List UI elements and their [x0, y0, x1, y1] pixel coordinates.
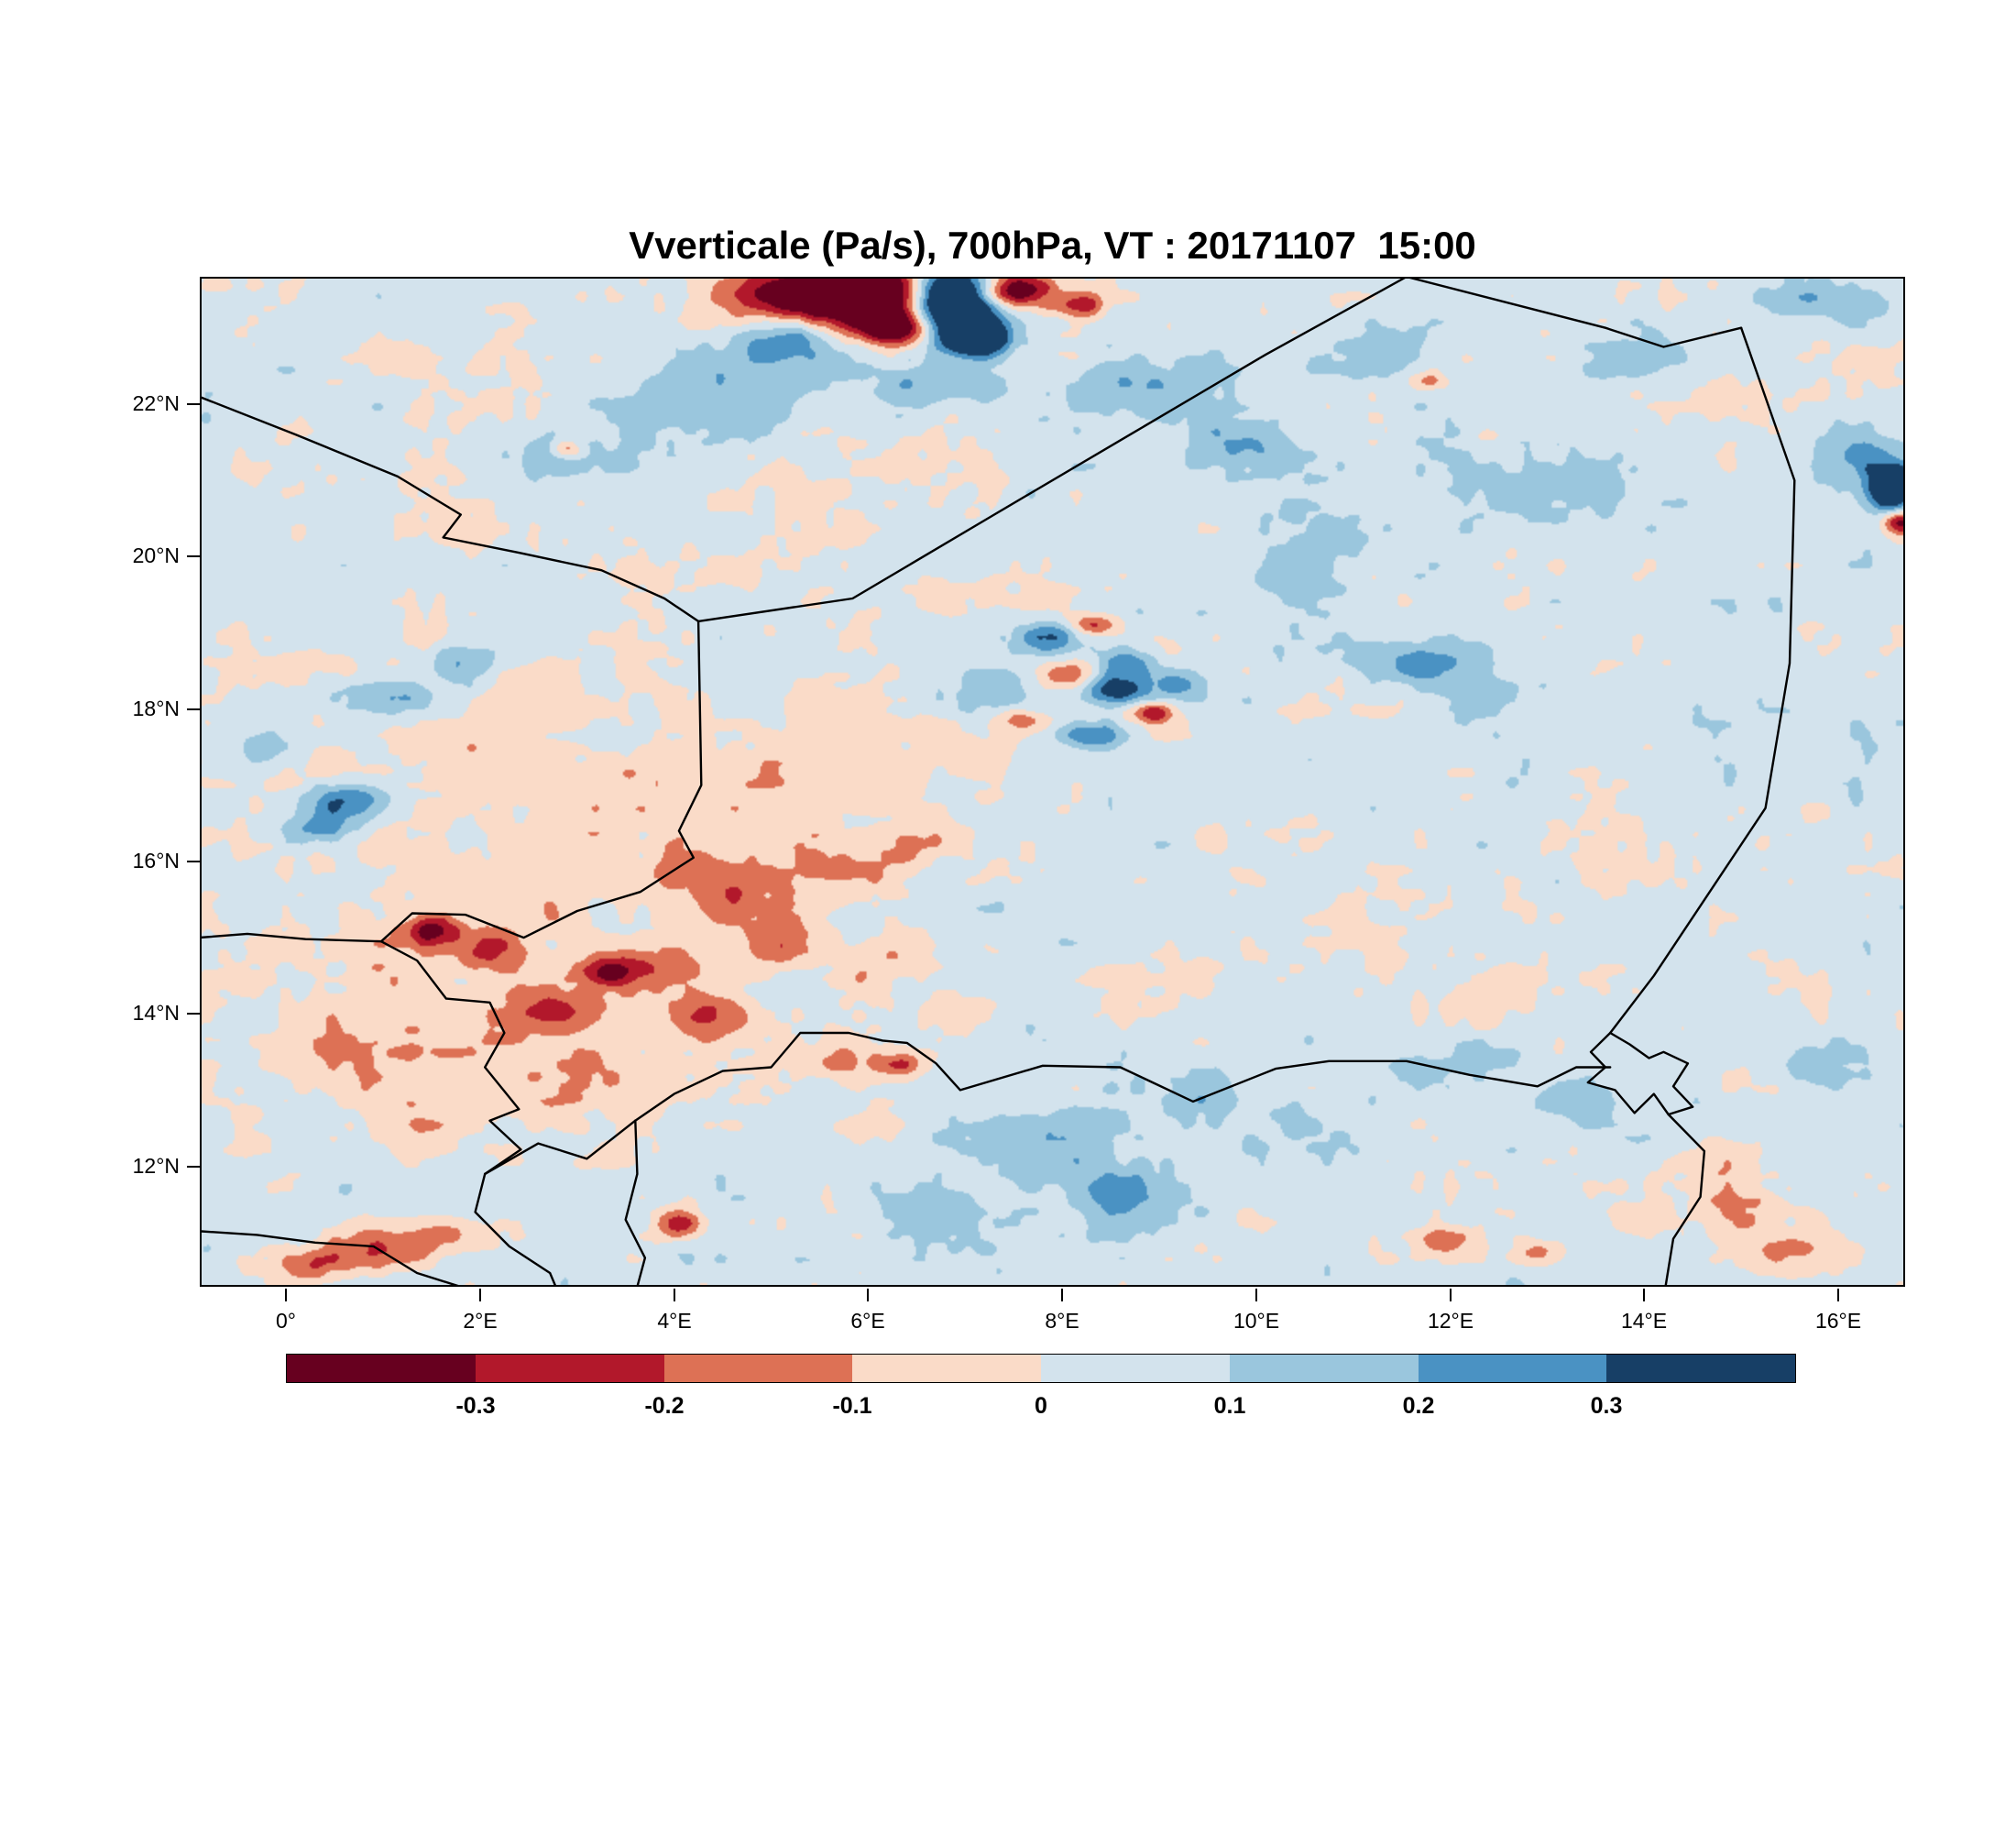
lon-tick-mark: [1450, 1289, 1452, 1301]
plot-frame: [200, 277, 1905, 1287]
lon-tick-label: 14°E: [1620, 1309, 1668, 1333]
colorbar-segment: [1229, 1355, 1419, 1382]
border-burkina-togo-ghana: [200, 1230, 462, 1287]
lon-tick-label: 6°E: [850, 1309, 885, 1333]
lat-tick-mark: [187, 708, 200, 710]
colorbar-tick-label: 0: [1035, 1393, 1047, 1419]
lon-tick-mark: [1061, 1289, 1063, 1301]
lon-tick-mark: [867, 1289, 869, 1301]
lat-tick-label: 14°N: [132, 1001, 180, 1025]
lon-tick-mark: [285, 1289, 287, 1301]
colorbar-segment: [852, 1355, 1041, 1382]
lat-tick-label: 12°N: [132, 1154, 180, 1178]
map-plot: [200, 277, 1905, 1287]
lon-tick-mark: [1255, 1289, 1257, 1301]
field-canvas: [200, 277, 1905, 1287]
lon-tick-label: 2°E: [463, 1309, 498, 1333]
lon-tick-mark: [1643, 1289, 1645, 1301]
lat-tick-mark: [187, 861, 200, 862]
border-niger-nigeria: [634, 1031, 1612, 1122]
colorbar-tick-label: -0.3: [455, 1393, 496, 1419]
lat-tick-label: 20°N: [132, 543, 180, 567]
colorbar-tick-label: 0.2: [1402, 1393, 1435, 1419]
lon-tick-label: 8°E: [1045, 1309, 1079, 1333]
lat-tick-label: 16°N: [132, 849, 180, 873]
border-cameroon-nigeria: [1664, 1113, 1706, 1287]
lat-tick-mark: [187, 403, 200, 405]
lon-tick-label: 0°: [276, 1309, 296, 1333]
plot-title: Vverticale (Pa/s), 700hPa, VT : 20171107…: [629, 224, 1476, 267]
border-benin-nigeria: [624, 1119, 647, 1287]
lat-tick-mark: [187, 1166, 200, 1168]
border-libya-niger: [1405, 277, 1743, 348]
colorbar-segment: [663, 1355, 853, 1382]
colorbar-tick-label: 0.3: [1590, 1393, 1623, 1419]
border-algeria-mali: [200, 395, 700, 623]
colorbar-segment: [1041, 1355, 1230, 1382]
lon-tick-label: 16°E: [1814, 1309, 1862, 1333]
colorbar-tick-label: 0.1: [1213, 1393, 1246, 1419]
lat-tick-label: 18°N: [132, 697, 180, 720]
colorbar-segment: [475, 1355, 664, 1382]
country-borders: [200, 277, 1905, 1287]
lat-tick-mark: [187, 555, 200, 557]
lat-tick-mark: [187, 1013, 200, 1015]
border-burkina-niger: [379, 940, 522, 1176]
colorbar: [286, 1354, 1796, 1383]
lon-tick-mark: [1837, 1289, 1839, 1301]
lon-tick-label: 12°E: [1427, 1309, 1474, 1333]
colorbar-segment: [1606, 1355, 1795, 1382]
lon-tick-mark: [479, 1289, 481, 1301]
colorbar-tick-label: -0.1: [832, 1393, 872, 1419]
border-benin-burkina-togo: [474, 1172, 557, 1287]
border-algeria-niger: [696, 277, 1408, 623]
lon-tick-mark: [674, 1289, 675, 1301]
border-lake-chad: [1586, 1031, 1694, 1116]
border-niger-benin: [484, 1119, 637, 1176]
border-mali-burkina: [200, 932, 383, 943]
colorbar-tick-label: -0.2: [644, 1393, 685, 1419]
border-mali-niger: [379, 620, 703, 943]
lat-tick-label: 22°N: [132, 391, 180, 415]
colorbar-segment: [1418, 1355, 1607, 1382]
colorbar-segment: [287, 1355, 476, 1382]
border-niger-chad: [1608, 326, 1796, 1035]
lon-tick-label: 4°E: [657, 1309, 692, 1333]
lon-tick-label: 10°E: [1233, 1309, 1280, 1333]
